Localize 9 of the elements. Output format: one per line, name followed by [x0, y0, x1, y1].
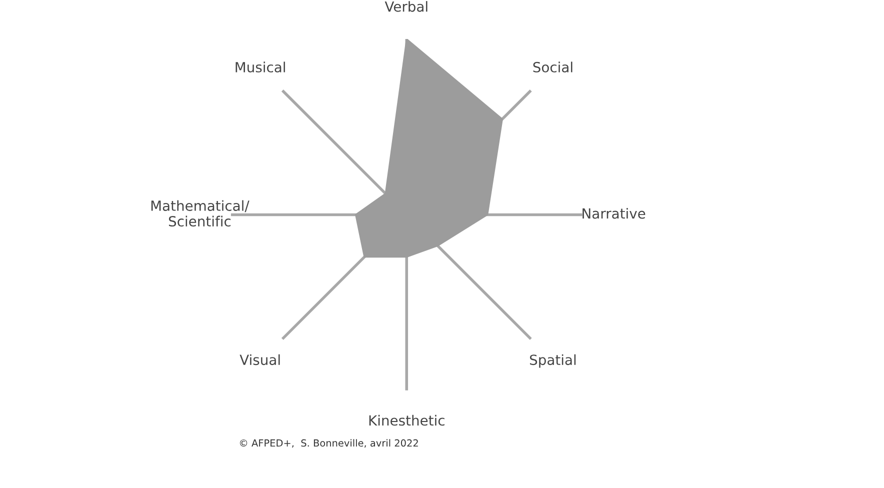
spoke-label: Social [533, 62, 572, 72]
spoke-label: Mathematical/ Scientific [151, 200, 250, 227]
text: © AFPED+, S. Bonneville, avril 2022 [240, 439, 418, 448]
spoke-label: Kinesthetic [369, 414, 444, 426]
spoke-label: Verbal [384, 1, 428, 12]
spoke-label: Narrative [582, 208, 646, 219]
spoke-label: Visual [240, 354, 280, 366]
spoke-label: Musical [236, 62, 285, 72]
spoke-label: Spatial [530, 354, 576, 368]
